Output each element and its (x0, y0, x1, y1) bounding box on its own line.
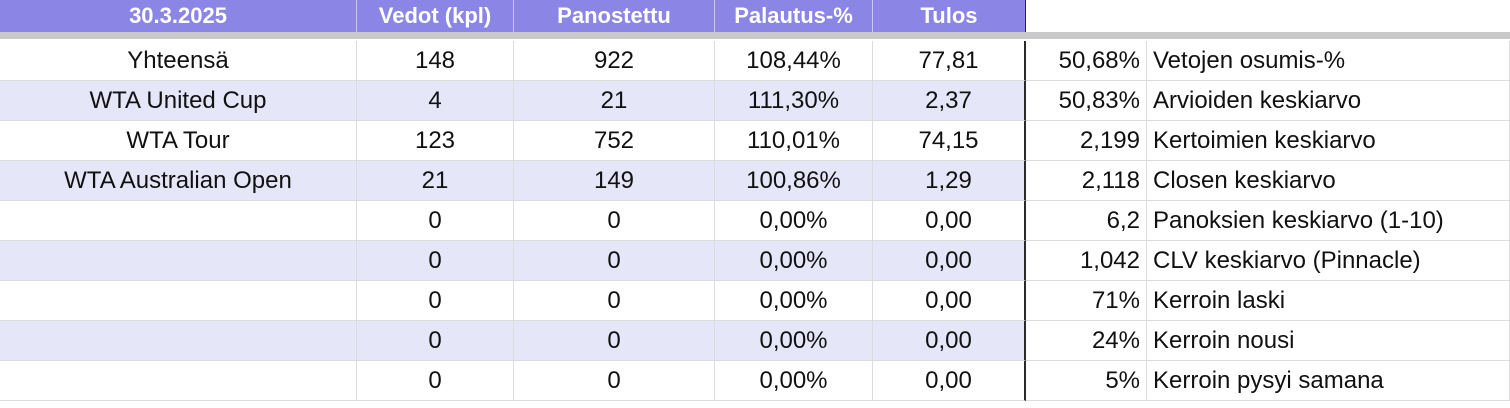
cell-tulos[interactable]: 0,00 (873, 281, 1026, 321)
cell-panostettu[interactable]: 752 (514, 121, 715, 161)
cell-name[interactable]: WTA Tour (0, 121, 357, 161)
cell-name[interactable] (0, 361, 357, 401)
cell-stat-label[interactable]: Arvioiden keskiarvo (1147, 81, 1510, 121)
cell-panostettu[interactable]: 0 (514, 241, 715, 281)
cell-vedot[interactable]: 0 (357, 281, 514, 321)
cell-name[interactable]: WTA United Cup (0, 81, 357, 121)
cell-palautus[interactable]: 0,00% (715, 321, 873, 361)
table-row: 0 0 0,00% 0,00 6,2 Panoksien keskiarvo (1-10) (0, 201, 1510, 241)
header-palautus[interactable]: Palautus-% (715, 0, 873, 32)
table-row: WTA United Cup 4 21 111,30% 2,37 50,83% Arvioi… (0, 81, 1510, 121)
cell-stat-label[interactable]: CLV keskiarvo (Pinnacle) (1147, 241, 1510, 281)
cell-stat-label[interactable]: Panoksien keskiarvo (1-10) (1147, 201, 1510, 241)
table-row: 0 0 0,00% 0,00 71% Kerroin laski (0, 281, 1510, 321)
cell-vedot[interactable]: 0 (357, 321, 514, 361)
cell-vedot[interactable]: 21 (357, 161, 514, 201)
cell-stat-value[interactable]: 2,118 (1026, 161, 1147, 201)
cell-tulos[interactable]: 0,00 (873, 361, 1026, 401)
header-divider (0, 32, 1510, 39)
cell-stat-value[interactable]: 6,2 (1026, 201, 1147, 241)
cell-palautus[interactable]: 111,30% (715, 81, 873, 121)
cell-tulos[interactable]: 74,15 (873, 121, 1026, 161)
cell-stat-value[interactable]: 5% (1026, 361, 1147, 401)
cell-panostettu[interactable]: 0 (514, 201, 715, 241)
cell-tulos[interactable]: 0,00 (873, 241, 1026, 281)
cell-stat-value[interactable]: 50,83% (1026, 81, 1147, 121)
cell-stat-label[interactable]: Kertoimien keskiarvo (1147, 121, 1510, 161)
cell-vedot[interactable]: 148 (357, 41, 514, 81)
cell-name[interactable] (0, 241, 357, 281)
table-row: WTA Australian Open 21 149 100,86% 1,29 2,118… (0, 161, 1510, 201)
table-row: 0 0 0,00% 0,00 5% Kerroin pysyi samana (0, 361, 1510, 401)
table-row: 0 0 0,00% 0,00 1,042 CLV keskiarvo (Pinnacle) (0, 241, 1510, 281)
cell-panostettu[interactable]: 0 (514, 361, 715, 401)
cell-stat-value[interactable]: 50,68% (1026, 41, 1147, 81)
cell-vedot[interactable]: 0 (357, 241, 514, 281)
cell-palautus[interactable]: 108,44% (715, 41, 873, 81)
cell-tulos[interactable]: 0,00 (873, 201, 1026, 241)
cell-stat-label[interactable]: Kerroin laski (1147, 281, 1510, 321)
cell-vedot[interactable]: 123 (357, 121, 514, 161)
cell-tulos[interactable]: 0,00 (873, 321, 1026, 361)
cell-stat-value[interactable]: 71% (1026, 281, 1147, 321)
cell-tulos[interactable]: 77,81 (873, 41, 1026, 81)
cell-name[interactable] (0, 321, 357, 361)
cell-name[interactable] (0, 201, 357, 241)
cell-stat-value[interactable]: 1,042 (1026, 241, 1147, 281)
cell-panostettu[interactable]: 21 (514, 81, 715, 121)
cell-palautus[interactable]: 0,00% (715, 361, 873, 401)
cell-name[interactable] (0, 281, 357, 321)
cell-stat-label[interactable]: Kerroin pysyi samana (1147, 361, 1510, 401)
cell-vedot[interactable]: 0 (357, 201, 514, 241)
cell-palautus[interactable]: 0,00% (715, 201, 873, 241)
cell-palautus[interactable]: 0,00% (715, 281, 873, 321)
cell-panostettu[interactable]: 0 (514, 281, 715, 321)
cell-name[interactable]: Yhteensä (0, 41, 357, 81)
cell-stat-value[interactable]: 24% (1026, 321, 1147, 361)
cell-vedot[interactable]: 4 (357, 81, 514, 121)
cell-tulos[interactable]: 2,37 (873, 81, 1026, 121)
cell-vedot[interactable]: 0 (357, 361, 514, 401)
table-row: 0 0 0,00% 0,00 24% Kerroin nousi (0, 321, 1510, 361)
header-vedot[interactable]: Vedot (kpl) (357, 0, 514, 32)
cell-stat-label[interactable]: Kerroin nousi (1147, 321, 1510, 361)
header-date[interactable]: 30.3.2025 (0, 0, 357, 32)
table-row: WTA Tour 123 752 110,01% 74,15 2,199 Kertoimie… (0, 121, 1510, 161)
cell-name[interactable]: WTA Australian Open (0, 161, 357, 201)
header-panostettu[interactable]: Panostettu (514, 0, 715, 32)
table-row: Yhteensä 148 922 108,44% 77,81 50,68% Vetojen … (0, 41, 1510, 81)
cell-panostettu[interactable]: 0 (514, 321, 715, 361)
cell-panostettu[interactable]: 149 (514, 161, 715, 201)
cell-palautus[interactable]: 0,00% (715, 241, 873, 281)
cell-stat-label[interactable]: Closen keskiarvo (1147, 161, 1510, 201)
cell-tulos[interactable]: 1,29 (873, 161, 1026, 201)
header-tulos[interactable]: Tulos (873, 0, 1026, 32)
cell-stat-value[interactable]: 2,199 (1026, 121, 1147, 161)
cell-palautus[interactable]: 110,01% (715, 121, 873, 161)
cell-palautus[interactable]: 100,86% (715, 161, 873, 201)
header-row: 30.3.2025 Vedot (kpl) Panostettu Palautu… (0, 0, 1510, 32)
cell-panostettu[interactable]: 922 (514, 41, 715, 81)
cell-stat-label[interactable]: Vetojen osumis-% (1147, 41, 1510, 81)
